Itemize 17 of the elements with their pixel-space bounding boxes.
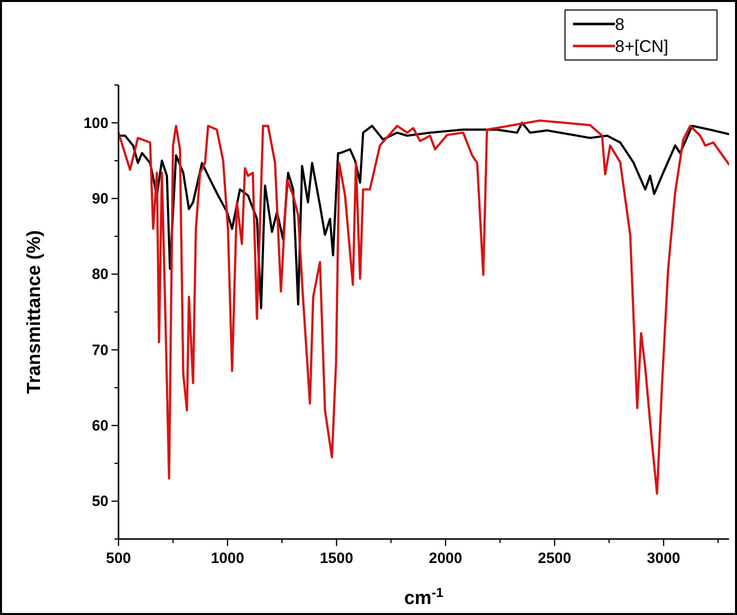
- y-axis-title: Transmittance (%): [24, 230, 45, 394]
- y-tick-label: 50: [92, 493, 108, 510]
- y-tick-label: 80: [92, 266, 108, 284]
- x-tick-label: 3000: [646, 550, 680, 567]
- legend-label: 8: [615, 15, 624, 34]
- y-tick-label: 60: [92, 418, 108, 434]
- x-tick-label: 2000: [428, 550, 462, 567]
- x-tick-label: 1500: [320, 550, 354, 567]
- legend-label: 8+[CN]: [615, 37, 668, 56]
- x-tick-label: 500: [106, 550, 132, 567]
- x-axis-title: cm$^{-1}$: [404, 584, 444, 609]
- x-tick-label: 2500: [538, 550, 572, 567]
- line-series: [118, 119, 729, 495]
- y-tick-label: 100: [83, 114, 108, 132]
- y-tick-label: 70: [92, 342, 108, 359]
- y-tick-label: 90: [92, 190, 108, 208]
- x-tick-label: 1000: [210, 550, 244, 567]
